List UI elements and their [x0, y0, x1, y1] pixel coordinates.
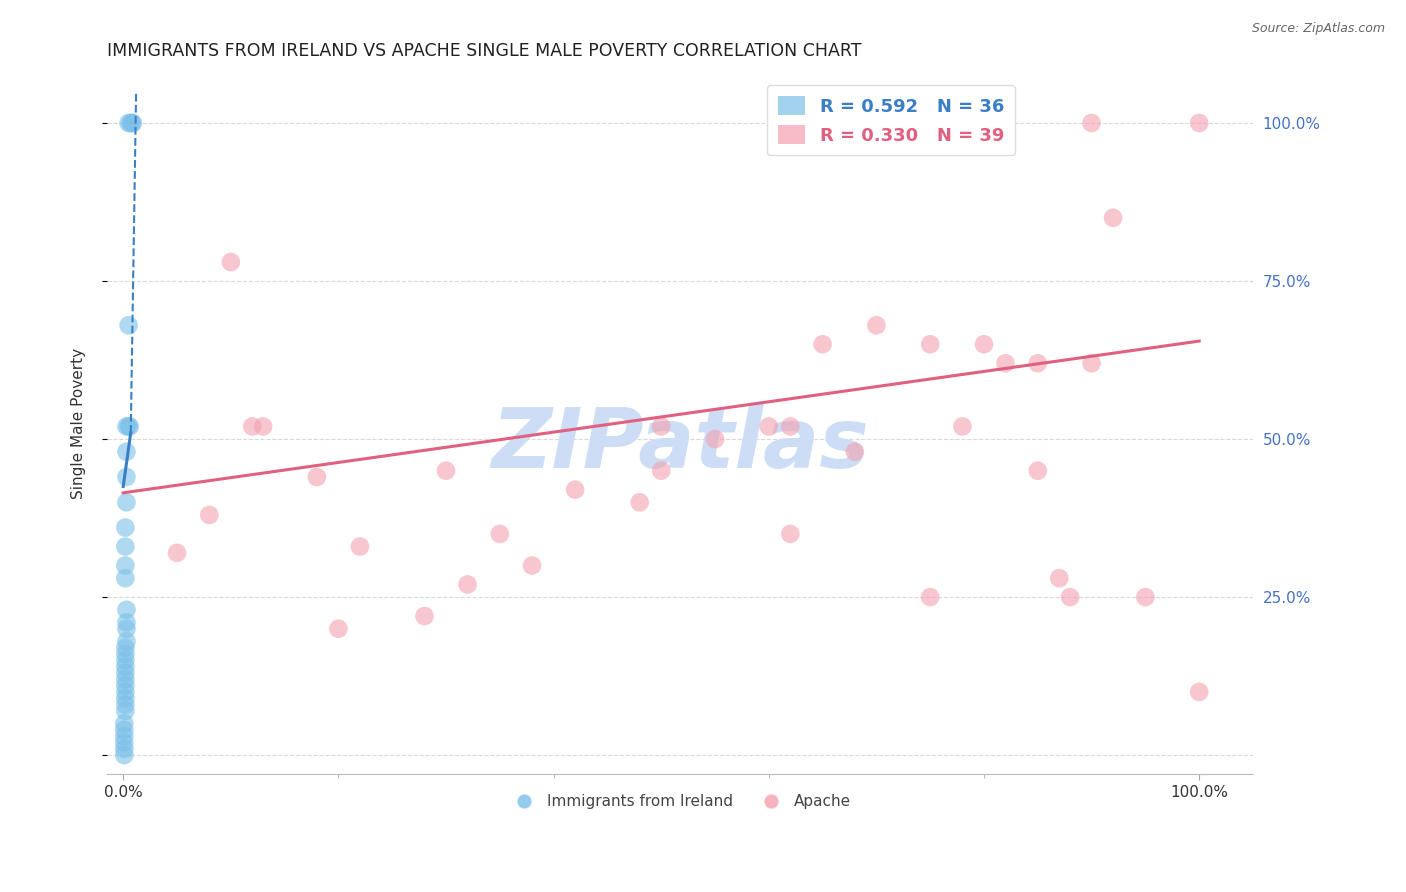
Point: [117, 318, 139, 333]
Point: [114, 685, 136, 699]
Point: [779, 419, 801, 434]
Point: [865, 318, 887, 333]
Point: [1135, 590, 1157, 604]
Point: [628, 495, 651, 509]
Text: IMMIGRANTS FROM IRELAND VS APACHE SINGLE MALE POVERTY CORRELATION CHART: IMMIGRANTS FROM IRELAND VS APACHE SINGLE…: [107, 42, 862, 60]
Point: [219, 255, 242, 269]
Point: [457, 577, 479, 591]
Point: [920, 590, 942, 604]
Point: [349, 540, 371, 554]
Point: [198, 508, 221, 522]
Point: [114, 647, 136, 661]
Point: [952, 419, 974, 434]
Text: ZIPatlas: ZIPatlas: [491, 404, 869, 485]
Point: [1026, 356, 1049, 370]
Point: [112, 748, 135, 763]
Point: [114, 704, 136, 718]
Point: [166, 546, 188, 560]
Point: [117, 419, 139, 434]
Point: [650, 464, 672, 478]
Point: [114, 540, 136, 554]
Point: [328, 622, 350, 636]
Point: [114, 673, 136, 687]
Point: [811, 337, 834, 351]
Point: [115, 444, 138, 458]
Point: [112, 723, 135, 737]
Point: [1080, 356, 1102, 370]
Point: [920, 337, 942, 351]
Point: [1188, 116, 1211, 130]
Point: [115, 495, 138, 509]
Point: [520, 558, 543, 573]
Point: [1188, 685, 1211, 699]
Point: [114, 653, 136, 667]
Point: [114, 691, 136, 706]
Y-axis label: Single Male Poverty: Single Male Poverty: [72, 348, 86, 499]
Point: [114, 659, 136, 673]
Point: [413, 609, 436, 624]
Point: [118, 419, 141, 434]
Point: [112, 729, 135, 743]
Point: [252, 419, 274, 434]
Point: [114, 571, 136, 585]
Point: [973, 337, 995, 351]
Point: [115, 419, 138, 434]
Point: [758, 419, 780, 434]
Legend: Immigrants from Ireland, Apache: Immigrants from Ireland, Apache: [503, 789, 858, 815]
Point: [1047, 571, 1070, 585]
Point: [114, 679, 136, 693]
Point: [114, 665, 136, 680]
Point: [115, 603, 138, 617]
Point: [112, 735, 135, 749]
Point: [122, 116, 145, 130]
Point: [112, 741, 135, 756]
Point: [1102, 211, 1125, 225]
Point: [1080, 116, 1102, 130]
Point: [112, 716, 135, 731]
Point: [114, 698, 136, 712]
Point: [650, 419, 672, 434]
Point: [114, 520, 136, 534]
Point: [114, 640, 136, 655]
Point: [115, 615, 138, 630]
Point: [114, 558, 136, 573]
Point: [115, 470, 138, 484]
Point: [564, 483, 586, 497]
Point: [844, 444, 866, 458]
Point: [115, 622, 138, 636]
Point: [115, 634, 138, 648]
Point: [779, 527, 801, 541]
Point: [1026, 464, 1049, 478]
Point: [1059, 590, 1081, 604]
Point: [434, 464, 457, 478]
Point: [994, 356, 1017, 370]
Point: [121, 116, 143, 130]
Point: [117, 116, 139, 130]
Point: [704, 432, 727, 446]
Point: [305, 470, 328, 484]
Point: [240, 419, 263, 434]
Point: [488, 527, 510, 541]
Point: [120, 116, 142, 130]
Text: Source: ZipAtlas.com: Source: ZipAtlas.com: [1251, 22, 1385, 36]
